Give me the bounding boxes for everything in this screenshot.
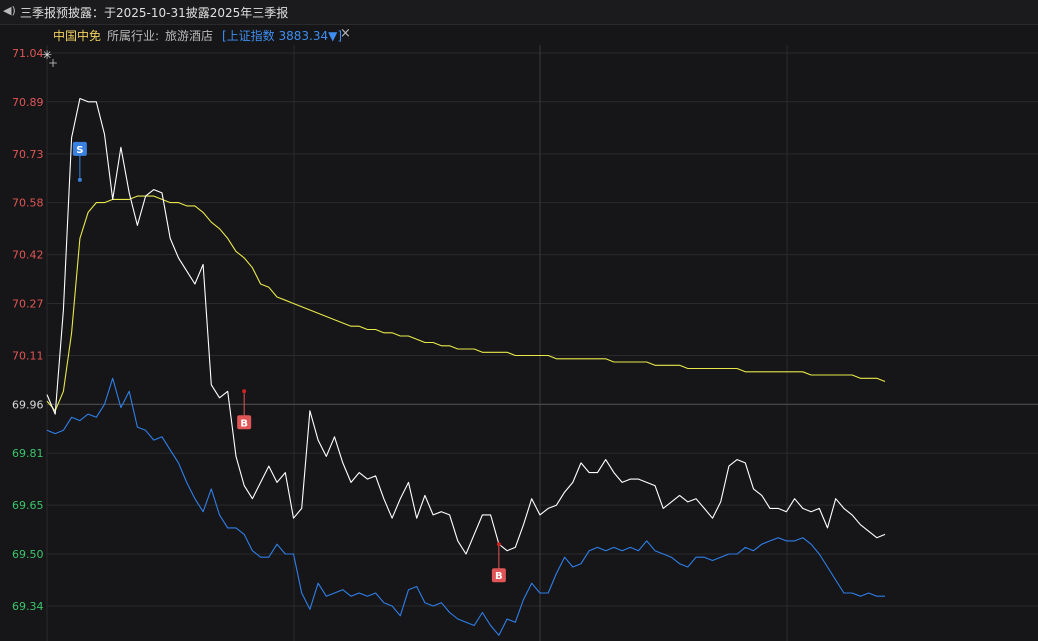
- y-tick-label: 69.81: [12, 447, 44, 460]
- y-tick-label: 70.11: [12, 350, 44, 363]
- sell-marker-dot: [77, 177, 82, 182]
- y-tick-label: 69.96: [12, 398, 44, 411]
- plus-cursor-icon: +: [48, 56, 58, 70]
- y-tick-label: 71.04: [12, 47, 44, 60]
- industry-label: 所属行业:: [107, 29, 160, 43]
- index-line: [46, 377, 885, 636]
- buy-marker-badge: [237, 415, 252, 430]
- stock-name[interactable]: 中国中免: [53, 29, 102, 43]
- y-tick-label: 70.27: [12, 297, 44, 310]
- y-tick-label: 70.42: [12, 249, 44, 262]
- buy-marker-dot: [242, 389, 247, 394]
- price-line: [46, 97, 886, 555]
- y-tick-label: 70.89: [12, 96, 44, 109]
- report-notice-text[interactable]: 三季报预披露：于2025-10-31披露2025年三季报: [20, 6, 289, 20]
- y-tick-label: 70.73: [12, 148, 44, 161]
- notice-bar[interactable]: ◀) 三季报预披露：于2025-10-31披露2025年三季报: [0, 0, 1038, 25]
- close-overlay-icon[interactable]: ×: [340, 26, 351, 41]
- y-tick-label: 70.58: [12, 197, 44, 210]
- sell-marker-badge: [72, 141, 87, 156]
- chart-svg[interactable]: 71.04 70.89 70.73 70.58 70.42 70.27 70.11 69.96…: [0, 45, 1038, 641]
- buy-marker-dot: [496, 542, 501, 547]
- crosshair-icon: ✳: [42, 48, 52, 62]
- sell-marker-label: S: [76, 145, 83, 156]
- industry-value[interactable]: 旅游酒店: [165, 29, 214, 43]
- y-tick-label: 69.34: [12, 600, 44, 613]
- intraday-chart[interactable]: 71.04 70.89 70.73 70.58 70.42 70.27 70.11 69.96…: [0, 45, 1038, 641]
- stock-info-bar: 中国中免 所属行业: 旅游酒店 [上证指数 3883.34▼] ×: [0, 25, 1038, 45]
- average-price-line: [46, 195, 886, 412]
- y-tick-label: 69.65: [12, 499, 44, 512]
- buy-marker-label: B: [240, 418, 248, 429]
- index-overlay-label[interactable]: [上证指数 3883.34▼]: [222, 29, 343, 43]
- y-tick-label: 69.50: [12, 548, 44, 561]
- speaker-icon: ◀): [3, 4, 16, 17]
- buy-marker-label: B: [495, 571, 503, 582]
- buy-marker-badge: [491, 568, 506, 583]
